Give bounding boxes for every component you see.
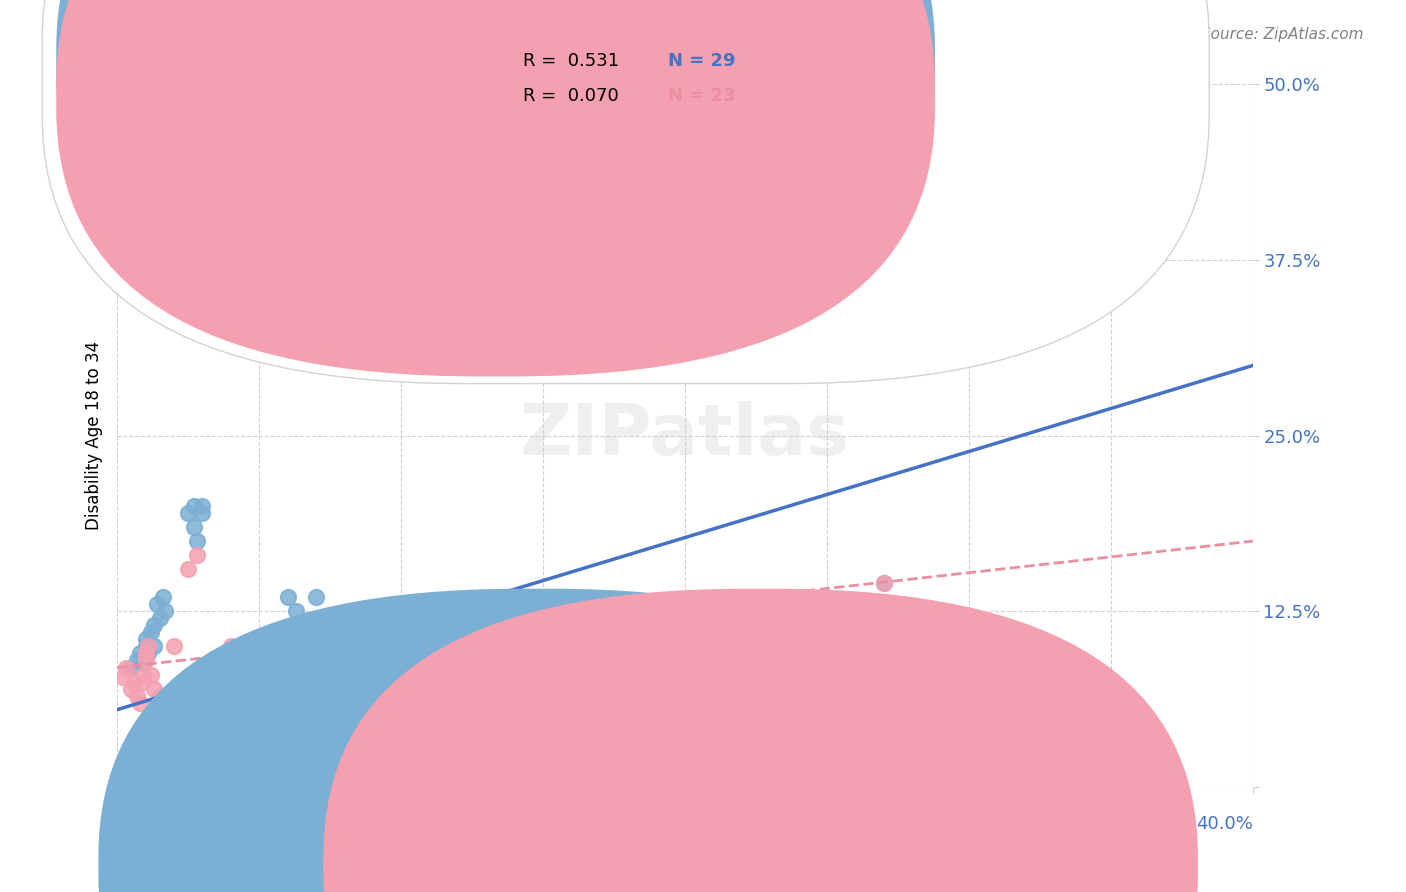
Text: CANADIAN VS IMMIGRANTS FROM HUNGARY DISABILITY AGE 18 TO 34 CORRELATION CHART: CANADIAN VS IMMIGRANTS FROM HUNGARY DISA… <box>56 27 891 45</box>
Point <box>183 499 205 513</box>
Point <box>404 618 426 632</box>
Point <box>186 534 208 549</box>
Text: 40.0%: 40.0% <box>1197 815 1253 833</box>
Y-axis label: Disability Age 18 to 34: Disability Age 18 to 34 <box>86 341 103 530</box>
Text: Immigrants from Hungary: Immigrants from Hungary <box>780 857 995 875</box>
Point <box>305 591 328 605</box>
Point <box>149 689 172 703</box>
Point <box>731 91 754 105</box>
Text: R =  0.531: R = 0.531 <box>523 52 619 70</box>
Point <box>219 640 242 654</box>
Point <box>132 674 155 689</box>
Point <box>873 576 896 591</box>
Point <box>135 640 157 654</box>
Text: R =  0.070: R = 0.070 <box>523 87 619 105</box>
Text: N = 29: N = 29 <box>668 52 735 70</box>
Point <box>155 604 177 618</box>
Point <box>873 576 896 591</box>
Point <box>143 640 166 654</box>
Point <box>389 597 412 611</box>
Point <box>191 499 214 513</box>
Point <box>418 625 440 640</box>
Point <box>125 689 148 703</box>
Text: 0.0%: 0.0% <box>117 815 163 833</box>
Text: ZIPatlas: ZIPatlas <box>520 401 851 470</box>
Point <box>141 667 163 681</box>
Point <box>146 597 169 611</box>
Point <box>149 611 172 625</box>
Point <box>143 618 166 632</box>
Point <box>163 640 186 654</box>
Point <box>177 562 200 576</box>
Point <box>277 647 299 661</box>
Point <box>132 657 155 671</box>
Point <box>114 660 136 674</box>
Point <box>277 591 299 605</box>
Point <box>285 604 308 618</box>
Point <box>135 653 157 667</box>
Point <box>125 653 148 667</box>
Point <box>191 506 214 520</box>
Point <box>122 674 145 689</box>
Point <box>138 640 160 654</box>
Point <box>120 660 142 674</box>
Point <box>132 667 155 681</box>
Point <box>143 681 166 696</box>
Point <box>319 653 342 667</box>
Point <box>291 618 314 632</box>
Point <box>247 640 270 654</box>
Text: Source: ZipAtlas.com: Source: ZipAtlas.com <box>1201 27 1364 42</box>
Point <box>120 681 142 696</box>
Point <box>138 647 160 661</box>
Point <box>152 696 174 710</box>
Point <box>141 625 163 640</box>
Point <box>183 520 205 534</box>
Point <box>177 506 200 520</box>
Point <box>129 696 152 710</box>
Point <box>111 670 134 684</box>
Point <box>152 591 174 605</box>
Point <box>186 548 208 562</box>
Point <box>135 647 157 661</box>
Point <box>129 647 152 661</box>
Point <box>135 632 157 647</box>
Text: Canadians: Canadians <box>555 857 643 875</box>
Text: N = 23: N = 23 <box>668 87 735 105</box>
